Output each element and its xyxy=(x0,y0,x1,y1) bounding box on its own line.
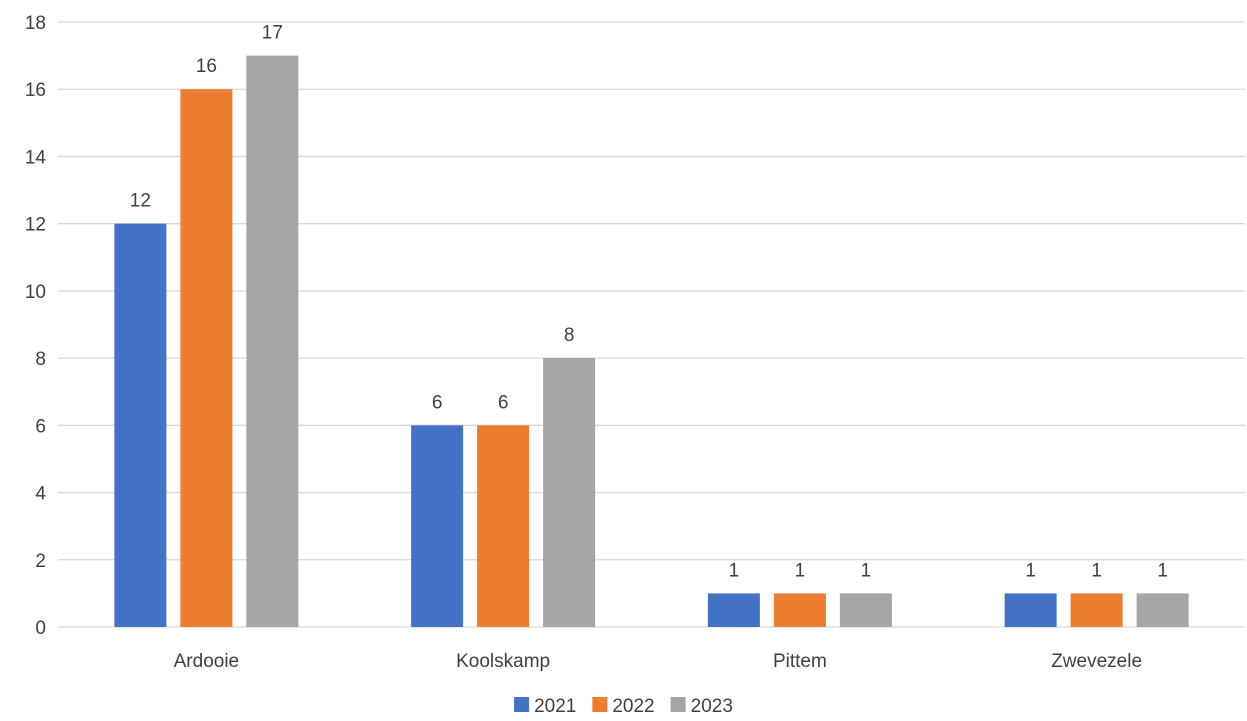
x-axis-ticks: Ardooie Koolskamp Pittem Zwevezele xyxy=(174,651,1142,672)
y-tick-label: 2 xyxy=(35,551,46,572)
data-label: 1 xyxy=(861,560,872,581)
gridlines xyxy=(58,21,1245,628)
data-label: 17 xyxy=(262,23,283,44)
legend-label: 2023 xyxy=(691,696,733,717)
bar-zwevezele-2021 xyxy=(1004,593,1057,627)
data-label: 16 xyxy=(196,56,217,77)
legend-label: 2021 xyxy=(534,696,576,717)
y-tick-label: 12 xyxy=(25,215,46,236)
y-axis-ticks: 0 2 4 6 8 10 12 14 16 18 xyxy=(25,13,47,639)
data-label: 1 xyxy=(1025,560,1036,581)
data-labels: 12 16 17 6 6 8 1 1 1 1 1 1 xyxy=(130,23,1168,582)
bar-koolskamp-2023 xyxy=(543,358,596,627)
y-tick-label: 6 xyxy=(35,416,46,437)
data-label: 8 xyxy=(564,325,575,346)
legend-label: 2022 xyxy=(612,696,654,717)
bar-pittem-2021 xyxy=(707,593,760,627)
legend-swatch-2023 xyxy=(670,697,686,712)
x-tick-label: Pittem xyxy=(773,651,827,672)
data-label: 12 xyxy=(130,191,151,212)
y-tick-label: 14 xyxy=(25,147,47,168)
data-label: 1 xyxy=(1091,560,1102,581)
bar-ardooie-2021 xyxy=(114,223,167,627)
y-tick-label: 8 xyxy=(35,349,46,370)
data-label: 1 xyxy=(1157,560,1168,581)
bar-pittem-2023 xyxy=(839,593,892,627)
bar-zwevezele-2023 xyxy=(1136,593,1189,627)
legend: 2021 2022 2023 xyxy=(514,696,733,717)
bar-ardooie-2023 xyxy=(246,55,299,628)
y-tick-label: 16 xyxy=(25,80,46,101)
x-tick-label: Koolskamp xyxy=(456,651,550,672)
bar-zwevezele-2022 xyxy=(1070,593,1123,627)
data-label: 1 xyxy=(795,560,806,581)
y-tick-label: 10 xyxy=(25,282,46,303)
bar-koolskamp-2022 xyxy=(477,425,530,627)
legend-swatch-2022 xyxy=(592,697,608,712)
data-label: 1 xyxy=(729,560,740,581)
bar-pittem-2022 xyxy=(773,593,826,627)
bar-koolskamp-2021 xyxy=(411,425,464,627)
y-tick-label: 4 xyxy=(35,484,46,505)
y-tick-label: 18 xyxy=(25,13,46,34)
y-tick-label: 0 xyxy=(35,618,46,639)
x-tick-label: Ardooie xyxy=(174,651,240,672)
data-label: 6 xyxy=(498,392,509,413)
bar-ardooie-2022 xyxy=(180,89,233,627)
legend-swatch-2021 xyxy=(514,697,530,712)
bars xyxy=(114,55,1189,628)
x-tick-label: Zwevezele xyxy=(1051,651,1142,672)
data-label: 6 xyxy=(432,392,443,413)
